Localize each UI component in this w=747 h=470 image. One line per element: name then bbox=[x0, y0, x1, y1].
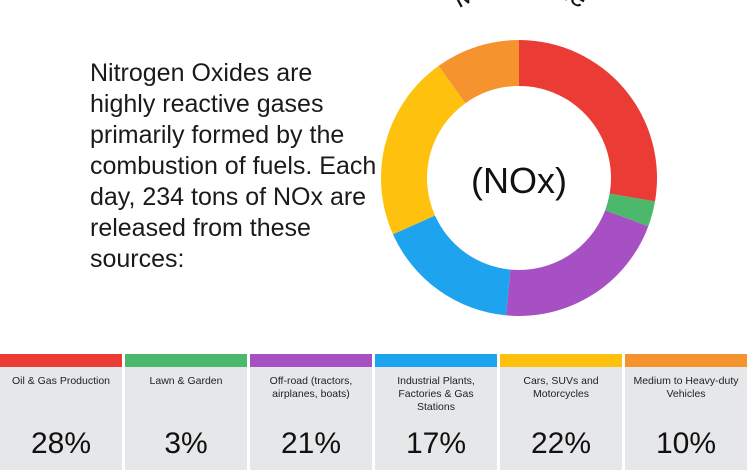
card-cars: Cars, SUVs and Motorcycles 22% bbox=[500, 354, 622, 470]
donut-center-label: (NOx) bbox=[471, 160, 567, 201]
donut-chart: Man-Made (NOx) bbox=[370, 0, 670, 330]
donut-chart-svg: Man-Made (NOx) bbox=[381, 0, 657, 316]
card-value: 28% bbox=[30, 427, 92, 460]
card-label: Lawn & Garden bbox=[149, 375, 223, 387]
card-value: 21% bbox=[280, 427, 342, 460]
card-value: 10% bbox=[655, 427, 717, 460]
chart-title: Man-Made bbox=[447, 0, 593, 14]
donut-slice-2 bbox=[605, 193, 655, 227]
card-label: Oil & Gas Production bbox=[11, 375, 111, 387]
donut-slice-1 bbox=[519, 40, 657, 202]
card-label: Medium to Heavy-duty Vehicles bbox=[633, 375, 739, 400]
donut-slices bbox=[381, 40, 657, 316]
card-color-bar bbox=[500, 354, 622, 367]
donut-slice-6 bbox=[438, 40, 519, 104]
intro-text: Nitrogen Oxides are highly reactive gase… bbox=[90, 59, 377, 273]
card-color-bar bbox=[625, 354, 747, 367]
donut-slice-4 bbox=[392, 215, 511, 316]
card-label: Cars, SUVs and Motorcycles bbox=[523, 375, 599, 400]
card-off-road: Off-road (tractors, airplanes, boats) 21… bbox=[250, 354, 372, 470]
donut-slice-3 bbox=[506, 210, 649, 316]
source-cards: Oil & Gas Production 28% Lawn & Garden 3… bbox=[0, 354, 747, 470]
card-label: Off-road (tractors, airplanes, boats) bbox=[269, 375, 353, 400]
chart-title-text: Man-Made bbox=[447, 0, 593, 14]
card-value: 17% bbox=[405, 427, 467, 460]
donut-slice-5 bbox=[381, 65, 466, 235]
card-value: 22% bbox=[530, 427, 592, 460]
card-color-bar bbox=[250, 354, 372, 367]
card-color-bar bbox=[125, 354, 247, 367]
card-value: 3% bbox=[164, 427, 208, 460]
card-heavy-duty: Medium to Heavy-duty Vehicles 10% bbox=[625, 354, 747, 470]
card-oil-gas: Oil & Gas Production 28% bbox=[0, 354, 122, 470]
card-industrial: Industrial Plants, Factories & Gas Stati… bbox=[375, 354, 497, 470]
card-lawn-garden: Lawn & Garden 3% bbox=[125, 354, 247, 470]
card-label: Industrial Plants, Factories & Gas Stati… bbox=[397, 375, 475, 413]
card-color-bar bbox=[0, 354, 122, 367]
card-color-bar bbox=[375, 354, 497, 367]
